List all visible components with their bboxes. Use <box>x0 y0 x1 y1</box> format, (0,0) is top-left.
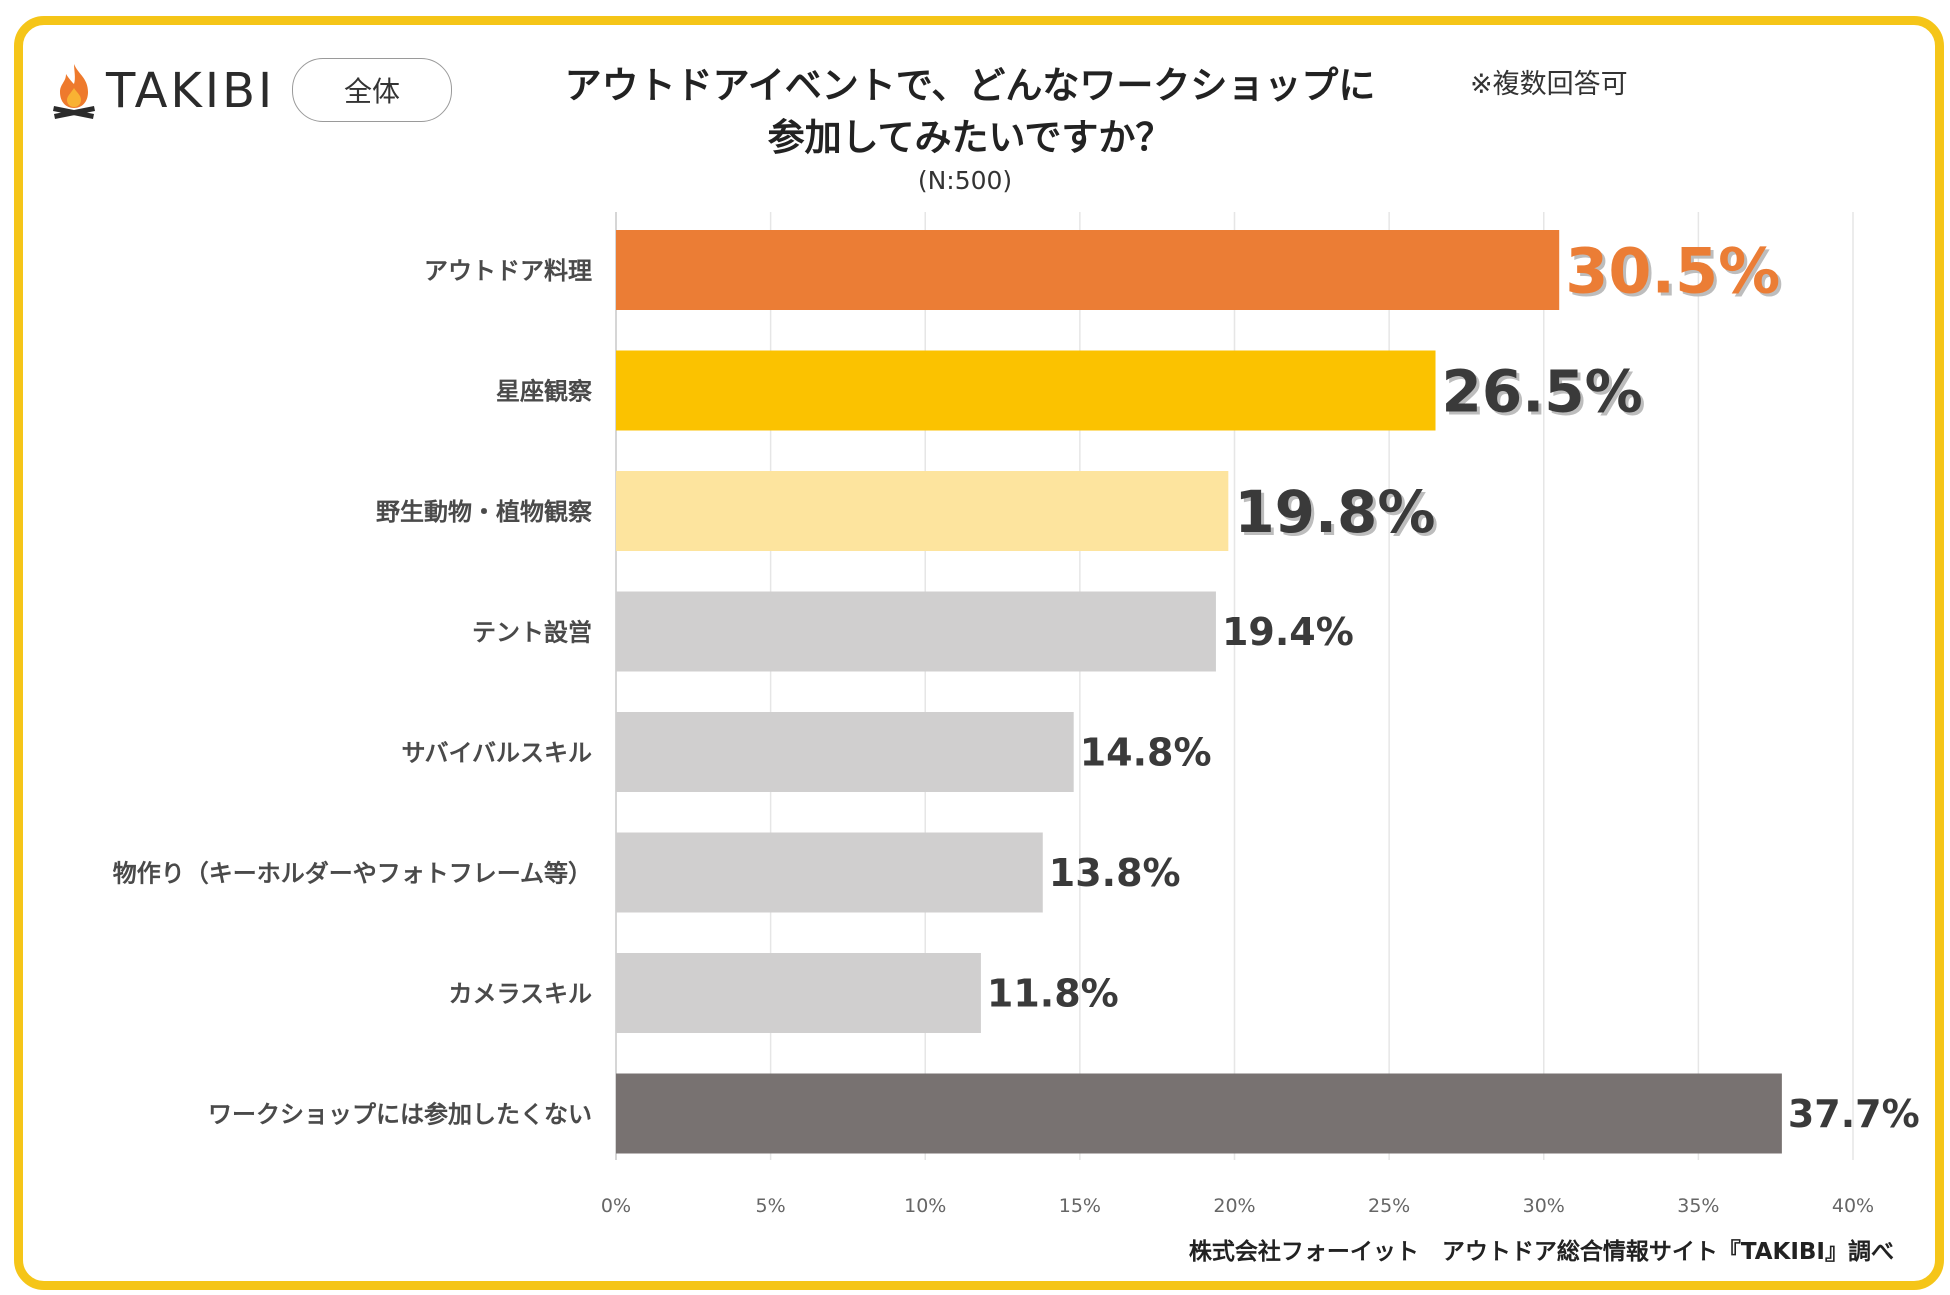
category-label: テント設営 <box>472 619 592 647</box>
source-credit: 株式会社フォーイット アウトドア総合情報サイト『TAKIBI』調べ <box>1188 1239 1894 1265</box>
value-label: 19.4% <box>1222 610 1354 654</box>
category-label: 物作り（キーホルダーやフォトフレーム等） <box>113 860 592 888</box>
x-tick-label: 5% <box>756 1195 786 1217</box>
takibi-logo: TAKIBI <box>52 58 275 124</box>
value-label: 14.8% <box>1080 731 1212 775</box>
bar <box>616 712 1074 792</box>
bar <box>616 230 1560 310</box>
campfire-icon <box>53 64 95 119</box>
segment-badge: 全体 <box>292 58 452 122</box>
x-tick-label: 0% <box>601 1195 631 1217</box>
x-tick-label: 30% <box>1523 1195 1565 1217</box>
bar <box>616 591 1216 672</box>
bar <box>616 953 981 1033</box>
x-tick-label: 35% <box>1677 1195 1719 1217</box>
category-label: 星座観察 <box>496 378 593 406</box>
value-label: 11.8% <box>987 972 1119 1016</box>
x-tick-label: 10% <box>904 1195 946 1217</box>
bar <box>616 350 1436 431</box>
value-label: 13.8% <box>1049 851 1181 895</box>
bar <box>616 471 1229 551</box>
x-tick-label: 40% <box>1832 1195 1874 1217</box>
logo-text: TAKIBI <box>106 63 276 119</box>
title-line-2: 参加してみたいですか？ <box>767 116 1173 159</box>
label-layer: 0% 5% 10% 15% 20% 25% 30% 35% 40%アウトドア料理 30.5%30.… <box>113 234 1920 1217</box>
category-label: ワークショップには参加したくない <box>208 1101 592 1129</box>
value-label: 37.7% <box>1788 1092 1920 1136</box>
sample-size: (N:500) <box>917 166 1013 195</box>
category-label: 野生動物・植物観察 <box>376 498 593 526</box>
category-label: カメラスキル <box>448 980 592 1008</box>
value-label-shadow: 30.5% <box>1568 237 1783 310</box>
value-label: 30.5% <box>1565 234 1780 307</box>
value-label-shadow: 26.5% <box>1445 360 1646 428</box>
x-tick-label: 15% <box>1059 1195 1101 1217</box>
value-label: 26.5% <box>1442 357 1643 425</box>
category-label: アウトドア料理 <box>424 257 592 285</box>
x-tick-label: 25% <box>1368 1195 1410 1217</box>
bar <box>616 832 1043 913</box>
value-label-shadow: 19.8% <box>1237 481 1438 549</box>
bar <box>616 1073 1782 1154</box>
category-label: サバイバルスキル <box>401 739 592 767</box>
title-line-1: アウトドアイベントで、どんなワークショップに <box>564 64 1376 107</box>
multiple-answer-note: ※複数回答可 <box>1470 69 1628 100</box>
bar-layer <box>616 230 1782 1154</box>
x-tick-label: 20% <box>1213 1195 1255 1217</box>
value-label: 19.8% <box>1234 478 1435 546</box>
chart-title: アウトドアイベントで、どんなワークショップに 参加してみたいですか？ <box>500 60 1440 164</box>
